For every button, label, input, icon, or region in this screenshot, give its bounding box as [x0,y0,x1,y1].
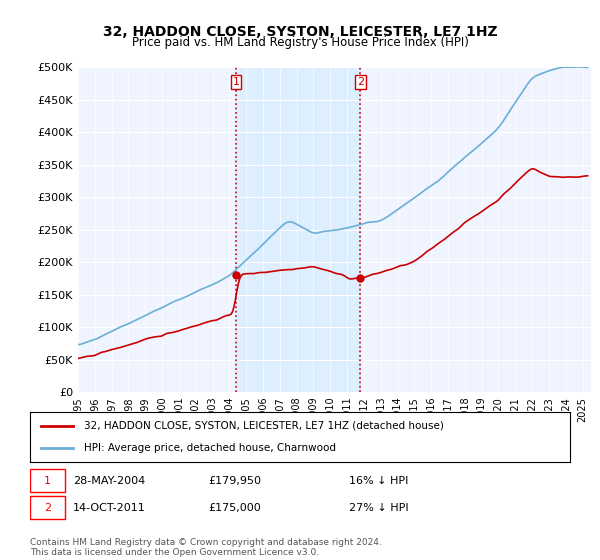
Text: 14-OCT-2011: 14-OCT-2011 [73,503,146,512]
FancyBboxPatch shape [30,496,65,519]
Text: Contains HM Land Registry data © Crown copyright and database right 2024.
This d: Contains HM Land Registry data © Crown c… [30,538,382,557]
Text: HPI: Average price, detached house, Charnwood: HPI: Average price, detached house, Char… [84,443,336,453]
Text: £175,000: £175,000 [208,503,261,512]
Text: 1: 1 [44,475,51,486]
Text: 2: 2 [44,503,51,512]
Text: £179,950: £179,950 [208,475,261,486]
Text: 1: 1 [233,77,240,87]
Text: 28-MAY-2004: 28-MAY-2004 [73,475,145,486]
Bar [236,67,361,392]
Text: 16% ↓ HPI: 16% ↓ HPI [349,475,408,486]
Text: Price paid vs. HM Land Registry's House Price Index (HPI): Price paid vs. HM Land Registry's House … [131,36,469,49]
Text: 2: 2 [357,77,364,87]
Text: 27% ↓ HPI: 27% ↓ HPI [349,503,408,512]
Text: 32, HADDON CLOSE, SYSTON, LEICESTER, LE7 1HZ: 32, HADDON CLOSE, SYSTON, LEICESTER, LE7… [103,25,497,39]
Text: 32, HADDON CLOSE, SYSTON, LEICESTER, LE7 1HZ (detached house): 32, HADDON CLOSE, SYSTON, LEICESTER, LE7… [84,421,444,431]
FancyBboxPatch shape [30,469,65,492]
